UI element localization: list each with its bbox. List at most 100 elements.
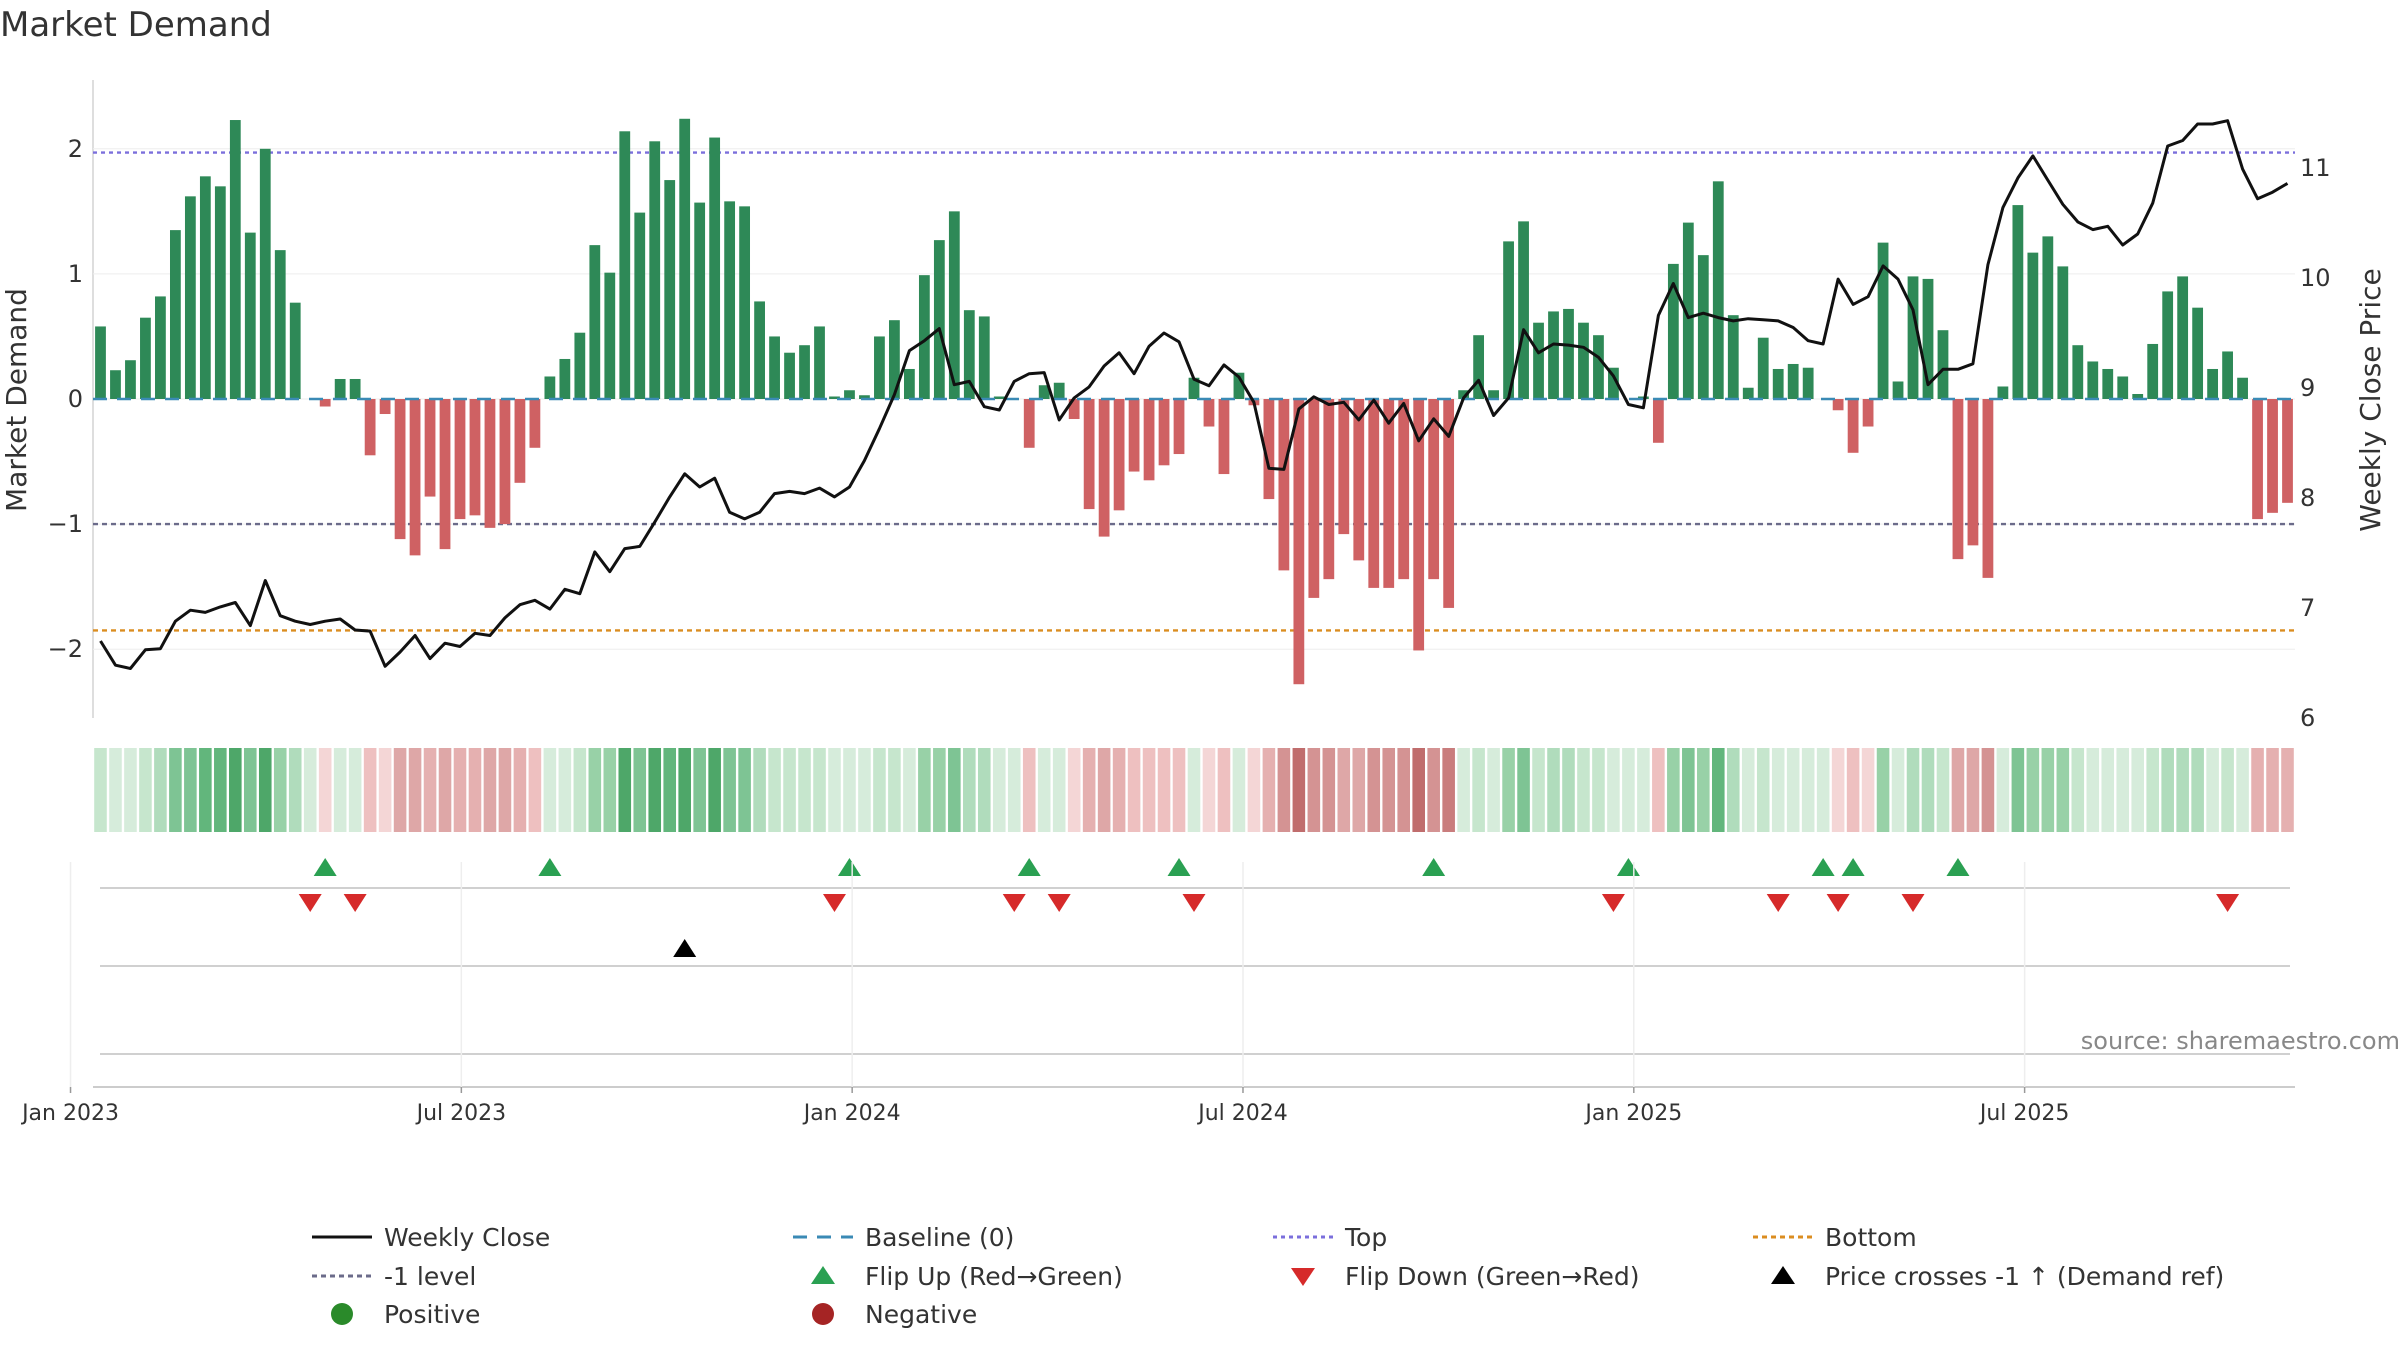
heat-cell xyxy=(1517,748,1530,832)
heat-cell xyxy=(1981,748,1995,832)
heat-cell xyxy=(1547,748,1560,832)
heat-cell xyxy=(2161,748,2174,832)
heat-cell xyxy=(873,748,886,832)
demand-bar xyxy=(814,326,825,399)
y2-tick-label: 11 xyxy=(2300,154,2331,182)
heat-cell xyxy=(214,748,227,832)
heat-cell xyxy=(2266,748,2279,832)
heat-cell xyxy=(243,748,257,832)
heat-cell xyxy=(528,748,542,832)
heat-cell xyxy=(423,748,437,832)
legend-label: Weekly Close xyxy=(384,1223,550,1252)
heat-cell xyxy=(288,748,302,832)
heat-cell xyxy=(813,748,826,832)
heat-cell xyxy=(1622,748,1635,832)
heat-cell xyxy=(1112,748,1126,832)
flip-down-marker xyxy=(1182,894,1206,912)
demand-bar xyxy=(184,196,196,399)
heat-cell xyxy=(139,748,152,832)
heat-cell xyxy=(1202,748,1216,832)
legend-swatch xyxy=(1291,1268,1315,1286)
demand-bar xyxy=(1967,399,1979,546)
x-tick-label: Jul 2025 xyxy=(1978,1101,2070,1126)
demand-bar xyxy=(963,310,975,399)
heat-cell xyxy=(273,748,287,832)
heat-cell xyxy=(723,748,736,832)
flip-up-marker xyxy=(1017,858,1041,876)
heat-cell xyxy=(708,748,721,832)
flip-down-marker xyxy=(1047,894,1071,912)
heat-cell xyxy=(1966,748,1980,832)
demand-bar xyxy=(155,296,166,399)
demand-bar xyxy=(859,395,870,399)
heat-cell xyxy=(1457,748,1470,832)
heat-cell xyxy=(948,748,961,832)
demand-bar xyxy=(619,131,631,399)
flip-up-marker xyxy=(1422,858,1446,876)
demand-bar xyxy=(1203,399,1215,427)
demand-bar xyxy=(1667,263,1679,399)
demand-bar xyxy=(1772,368,1784,399)
heat-cell xyxy=(229,748,242,832)
price-cross-marker xyxy=(673,939,697,957)
heat-cell xyxy=(1412,748,1425,832)
demand-bar xyxy=(140,317,151,399)
heat-cell xyxy=(992,748,1006,832)
legend-swatch xyxy=(812,1303,834,1325)
heat-cell xyxy=(1607,748,1620,832)
heat-cell xyxy=(378,748,392,832)
demand-bar xyxy=(1952,399,1964,560)
demand-bar xyxy=(1323,399,1335,580)
legend: Weekly Close Baseline (0) Top Bottom -1 leve… xyxy=(312,1223,2224,1329)
demand-bar xyxy=(199,176,211,399)
demand-bar xyxy=(1398,399,1410,580)
demand-bar xyxy=(2252,399,2263,520)
heat-cell xyxy=(977,748,991,832)
demand-bar xyxy=(993,396,1005,399)
demand-bar xyxy=(1907,276,1919,399)
heat-cell xyxy=(1082,748,1096,832)
heat-cell xyxy=(573,748,587,832)
heat-cell xyxy=(783,748,796,832)
heat-cell xyxy=(199,748,212,832)
heat-cell xyxy=(1172,748,1186,832)
heat-cell xyxy=(1592,748,1605,832)
demand-bar xyxy=(2072,345,2084,399)
flip-down-marker xyxy=(298,894,322,912)
heat-cell xyxy=(1022,748,1036,832)
heat-cell xyxy=(318,748,332,832)
demand-bar xyxy=(948,211,960,399)
heat-cell xyxy=(903,748,916,832)
heat-cell xyxy=(1756,748,1770,832)
demand-bar xyxy=(544,376,556,399)
heat-cell xyxy=(2236,748,2249,832)
heat-cell xyxy=(1187,748,1201,832)
flip-down-marker xyxy=(2216,894,2240,912)
y2-tick-label: 9 xyxy=(2300,374,2315,402)
demand-bar xyxy=(2237,377,2248,399)
heat-cell xyxy=(2116,748,2130,832)
heat-cell xyxy=(1337,748,1351,832)
demand-bar xyxy=(1847,399,1859,453)
demand-bar xyxy=(799,345,810,399)
demand-bar xyxy=(1263,399,1275,500)
y2-tick-label: 7 xyxy=(2300,594,2315,622)
demand-bar xyxy=(1353,399,1365,561)
demand-bar xyxy=(1173,399,1185,455)
demand-bar xyxy=(604,272,616,399)
heat-cell xyxy=(1097,748,1111,832)
demand-bar xyxy=(784,352,795,399)
y2-tick-label: 8 xyxy=(2300,484,2315,512)
heat-cell xyxy=(1067,748,1081,832)
x-tick-label: Jul 2023 xyxy=(415,1101,507,1126)
heat-cell xyxy=(1846,748,1860,832)
demand-bar xyxy=(2042,236,2054,399)
heat-cell xyxy=(843,748,856,832)
heat-cell xyxy=(1322,748,1336,832)
demand-bar xyxy=(110,370,121,399)
heat-cell xyxy=(1217,748,1231,832)
heat-cell xyxy=(1532,748,1545,832)
demand-bar xyxy=(844,390,855,399)
demand-bar xyxy=(1503,241,1514,399)
heat-cell xyxy=(184,748,197,832)
